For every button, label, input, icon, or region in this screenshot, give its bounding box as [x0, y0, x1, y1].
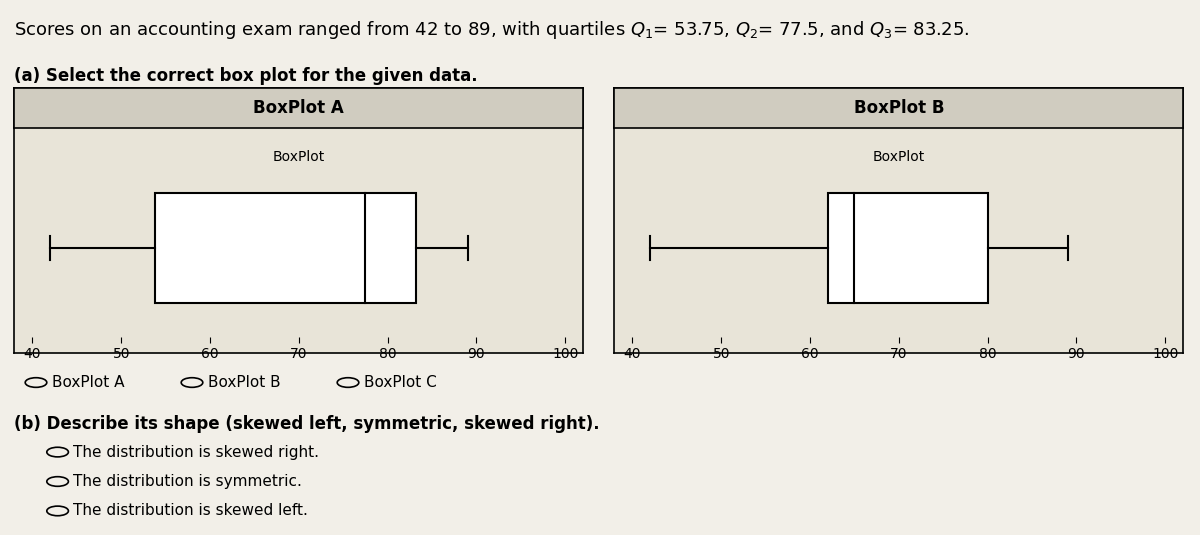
Text: (a) Select the correct box plot for the given data.: (a) Select the correct box plot for the …	[14, 67, 478, 85]
Text: BoxPlot A: BoxPlot A	[253, 100, 344, 117]
Text: The distribution is symmetric.: The distribution is symmetric.	[73, 474, 302, 489]
Text: BoxPlot: BoxPlot	[272, 150, 325, 164]
Text: BoxPlot A: BoxPlot A	[52, 375, 124, 390]
Text: BoxPlot: BoxPlot	[872, 150, 925, 164]
Text: The distribution is skewed left.: The distribution is skewed left.	[73, 503, 308, 518]
Text: The distribution is skewed right.: The distribution is skewed right.	[73, 445, 319, 460]
Bar	[828, 193, 988, 303]
Text: BoxPlot B: BoxPlot B	[853, 100, 944, 117]
Bar	[155, 193, 416, 303]
Text: (b) Describe its shape (skewed left, symmetric, skewed right).: (b) Describe its shape (skewed left, sym…	[14, 415, 600, 433]
Text: BoxPlot B: BoxPlot B	[208, 375, 281, 390]
Text: Scores on an accounting exam ranged from 42 to 89, with quartiles $Q_1$= 53.75, : Scores on an accounting exam ranged from…	[14, 19, 970, 41]
Text: BoxPlot C: BoxPlot C	[364, 375, 437, 390]
